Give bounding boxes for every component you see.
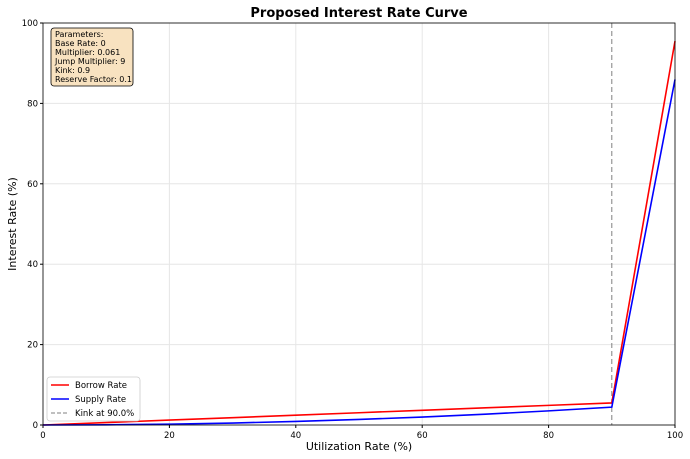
chart-title: Proposed Interest Rate Curve [250,6,467,21]
grid [42,22,676,426]
param-line: Jump Multiplier: 9 [54,57,125,66]
x-axis-label: Utilization Rate (%) [306,440,412,453]
param-line: Kink: 0.9 [55,66,90,75]
axis-ticks: 0 20 40 60 80 100 0 20 40 60 80 100 [22,19,683,441]
y-tick-label: 100 [22,19,38,29]
plot-frame [42,22,676,426]
y-tick-label: 40 [27,260,38,270]
series-line-borrow-rate [42,40,676,426]
param-line: Reserve Factor: 0.1 [55,75,132,84]
x-tick-label: 100 [667,431,683,441]
legend-supply: Supply Rate [75,395,126,405]
series-lines [42,40,676,426]
param-line: Parameters: [55,30,103,39]
x-tick-label: 60 [417,431,428,441]
parameters-box: Parameters: Base Rate: 0 Multiplier: 0.0… [50,27,134,87]
y-tick-label: 0 [33,421,38,431]
x-tick-label: 40 [290,431,301,441]
legend-kink: Kink at 90.0% [75,409,134,419]
legend-borrow: Borrow Rate [75,381,127,391]
param-line: Base Rate: 0 [55,39,106,48]
x-tick-label: 80 [543,431,554,441]
x-tick-label: 20 [164,431,175,441]
legend: Borrow Rate Supply Rate Kink at 90.0% [46,376,141,422]
y-axis-label: Interest Rate (%) [6,177,19,271]
y-tick-label: 20 [27,341,38,351]
x-tick-label: 0 [40,431,45,441]
y-tick-label: 60 [27,180,38,190]
series-line-supply-rate [42,79,676,426]
param-line: Multiplier: 0.061 [55,48,120,57]
y-tick-label: 80 [27,99,38,109]
